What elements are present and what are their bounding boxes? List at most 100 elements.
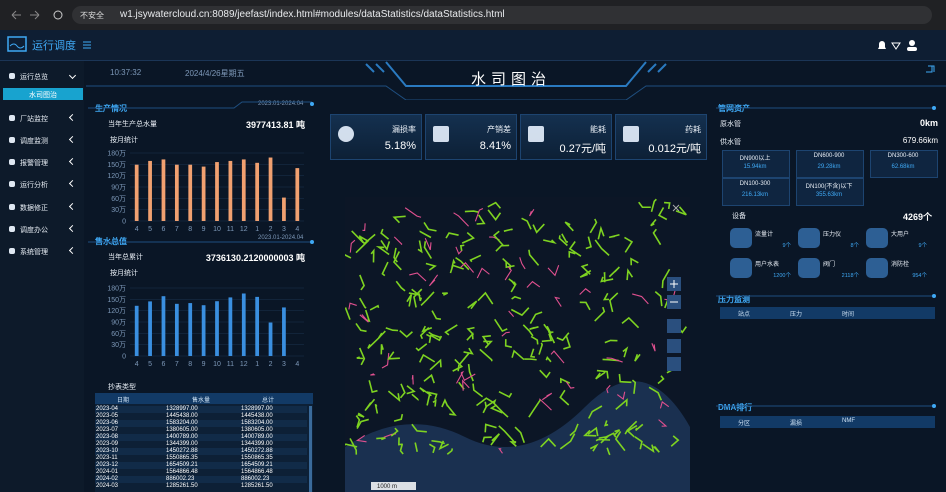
nav-item-active[interactable] <box>3 88 83 100</box>
map-road <box>498 448 503 454</box>
pressure-header <box>720 307 935 319</box>
map-road <box>600 276 614 283</box>
map-road <box>579 269 592 278</box>
map-road <box>594 239 610 256</box>
map-road <box>495 244 510 252</box>
bar <box>228 297 233 356</box>
asset-value: 679.66km <box>902 136 938 145</box>
map-road <box>345 307 351 320</box>
map-road <box>501 331 510 337</box>
map-road <box>431 439 445 445</box>
nav-item[interactable]: 调度办公 <box>20 227 48 234</box>
map-road <box>529 326 539 330</box>
map-road <box>459 244 465 251</box>
security-badge[interactable]: 不安全 <box>80 11 104 20</box>
map-road <box>476 397 494 407</box>
table-header-cell: 压力 <box>790 312 803 318</box>
map-road <box>409 272 427 282</box>
dn-label: DN100(不含)以下 <box>805 184 853 190</box>
table-cell: 1328997.00 <box>166 406 198 412</box>
map-close[interactable] <box>672 204 680 212</box>
map-road <box>387 351 400 360</box>
map-road <box>380 239 391 252</box>
table-header-cell: 日期 <box>117 398 130 404</box>
map-road <box>408 288 422 296</box>
kpi-icon <box>433 126 449 142</box>
nav-item[interactable]: 水司图治 <box>29 92 57 99</box>
nav-item[interactable]: 运行分析 <box>20 182 48 189</box>
map-road <box>522 324 534 337</box>
device-label: 消防栓 <box>891 262 910 268</box>
table-cell: 1654509.21 <box>241 462 273 468</box>
map-road <box>445 232 459 239</box>
map-road <box>428 274 439 287</box>
map-road <box>376 437 386 441</box>
bar <box>282 307 286 356</box>
map-road <box>446 448 454 455</box>
x-tick-label: 7 <box>175 226 179 233</box>
y-tick-label: 0 <box>122 219 126 226</box>
map-road <box>526 280 541 288</box>
nav-item[interactable]: 系统管理 <box>20 249 48 256</box>
nav-item[interactable]: 调度监测 <box>20 138 48 145</box>
nav-icon <box>9 248 15 254</box>
nav-item[interactable]: 报警管理 <box>20 160 48 167</box>
dn-card <box>796 178 864 206</box>
panel-frames <box>88 101 936 408</box>
bar <box>148 301 152 356</box>
header-icons[interactable] <box>876 39 920 51</box>
total-label: 当年生产总水量 <box>108 121 157 128</box>
map-road <box>466 326 475 336</box>
kpi-value: 5.18% <box>384 140 416 152</box>
map[interactable] <box>345 197 690 492</box>
map-road <box>485 398 497 408</box>
table-cell: 2024-03 <box>96 483 119 489</box>
map-road <box>519 257 526 270</box>
bar <box>241 293 246 356</box>
road-layer <box>345 198 687 456</box>
map-road <box>395 280 406 292</box>
dn-value: 355.63km <box>815 192 843 198</box>
map-road <box>538 342 544 355</box>
map-road <box>511 295 522 300</box>
map-road <box>393 236 403 246</box>
address-box[interactable] <box>72 6 932 24</box>
table-header-cell: NMF <box>842 418 855 424</box>
x-tick-label: 4 <box>135 361 139 368</box>
map-road <box>621 316 640 329</box>
map-road <box>453 212 470 227</box>
map-road <box>606 447 611 456</box>
map-road <box>528 249 540 266</box>
map-road <box>392 215 406 224</box>
nav-item[interactable]: 运行总览 <box>20 74 48 81</box>
map-road <box>370 248 375 263</box>
url[interactable]: w1.jsywatercloud.cn:8089/jeefast/index.h… <box>120 9 505 20</box>
map-road <box>550 350 565 364</box>
map-road <box>638 201 651 209</box>
device-icon <box>798 228 820 248</box>
nav-item[interactable]: 数据修正 <box>20 205 48 212</box>
map-controls[interactable] <box>667 277 681 371</box>
map-road <box>393 247 398 263</box>
menu-toggle[interactable] <box>82 40 92 50</box>
y-tick-label: 150万 <box>107 296 126 304</box>
map-road <box>654 290 663 307</box>
x-tick-label: 8 <box>188 361 192 368</box>
x-tick-label: 12 <box>240 361 248 368</box>
bar <box>174 164 179 221</box>
device-icon <box>730 228 752 248</box>
kpi-label: 药耗 <box>685 125 701 134</box>
table-cell: 1583204.00 <box>241 420 273 426</box>
table-header-cell: 漏损 <box>790 421 803 427</box>
map-road <box>630 257 639 266</box>
bar <box>295 168 300 221</box>
map-road <box>421 325 433 333</box>
bar <box>255 162 260 221</box>
bar <box>161 296 166 356</box>
map-road <box>411 374 414 385</box>
nav-item[interactable]: 厂站监控 <box>20 116 48 123</box>
map-road <box>664 201 671 210</box>
x-tick-label: 10 <box>213 226 221 233</box>
map-road <box>487 201 502 209</box>
top-strip <box>86 61 946 100</box>
